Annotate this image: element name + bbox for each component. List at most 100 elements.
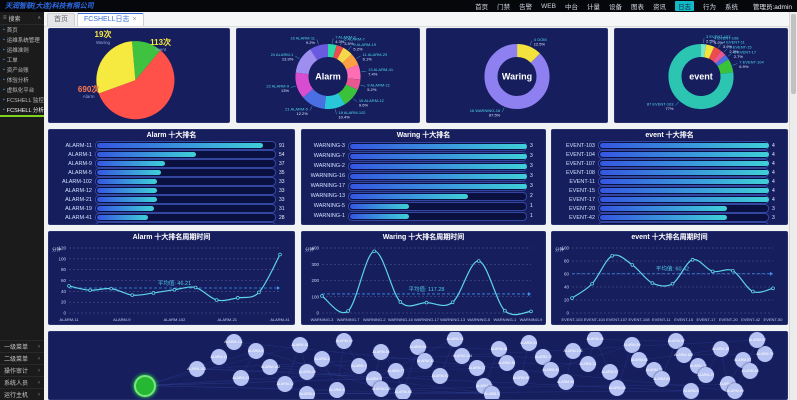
sidebar-item-3[interactable]: ▪ 运维准则: [0, 45, 44, 55]
graph-node[interactable]: ALARM-56: [373, 344, 390, 361]
sidebar-item-6[interactable]: ▪ 体验分析: [0, 75, 44, 85]
topbar: 天润智联(大连)科技有限公司 首页 门禁 告警 WEB 中台 计量 设备 图表 资讯 日志 行为 系统…: [0, 0, 797, 12]
topnav-item-6[interactable]: 计量: [586, 4, 600, 11]
scrollbar-thumb[interactable]: [791, 14, 796, 94]
graph-root-node[interactable]: [133, 374, 156, 397]
graph-node[interactable]: ALARM-12: [277, 376, 294, 393]
hamburger-menu-icon[interactable]: ≡: [3, 15, 7, 21]
graph-node[interactable]: ALARM-1: [314, 350, 331, 367]
graph-node[interactable]: ALARM-2: [483, 385, 500, 399]
graph-node[interactable]: ALARM-11: [210, 349, 227, 366]
sidebar-item-5[interactable]: ▪ 资产台账: [0, 65, 44, 75]
sidebar-item-icon: ▪: [3, 67, 5, 73]
topnav-item-10[interactable]: 日志: [674, 1, 694, 11]
graph-node[interactable]: ALARM-99: [727, 382, 744, 399]
graph-node[interactable]: ALARM-45: [498, 354, 515, 371]
graph-node[interactable]: ALARM-6: [683, 382, 700, 399]
sidebar-search-label: 搜索: [8, 16, 21, 23]
graph-node[interactable]: ALARM-102: [261, 358, 280, 375]
graph-node[interactable]: ALARM-92: [432, 368, 449, 385]
graph-node[interactable]: ALARM-9: [247, 342, 264, 359]
svg-text:EVENT-42: EVENT-42: [741, 317, 761, 322]
graph-node[interactable]: ALARM-66: [631, 352, 648, 369]
topnav-item-9[interactable]: 资讯: [652, 4, 666, 11]
topnav-item-8[interactable]: 图表: [630, 4, 644, 11]
sidebar-item-9[interactable]: ▪ FCSHELL 分析: [0, 105, 44, 117]
graph-node[interactable]: ALARM-41: [291, 337, 308, 354]
graph-node[interactable]: ALARM-13: [579, 356, 596, 373]
bar-label: EVENT-17: [569, 196, 595, 203]
svg-text:ALARM-11: ALARM-11: [59, 317, 79, 322]
sidebar-bottom-item-3[interactable]: 操作审计 ›: [0, 364, 44, 376]
graph-node[interactable]: ALARM-38: [712, 341, 729, 358]
bar-track: [95, 159, 276, 168]
topnav-item-1[interactable]: 首页: [475, 4, 489, 11]
sidebar-item-1[interactable]: ▪ 首页: [0, 25, 44, 35]
tab-1[interactable]: 首页: [47, 13, 75, 26]
topnav-item-11[interactable]: 行为: [702, 4, 716, 11]
graph-node[interactable]: ALARM-27: [697, 366, 714, 383]
graph-node[interactable]: ALARM-29: [299, 364, 316, 381]
graph-node[interactable]: ALARM-21: [232, 369, 249, 386]
graph-node[interactable]: ALARM-111: [224, 334, 243, 351]
graph-node[interactable]: ALARM-5: [328, 381, 345, 398]
graph-node[interactable]: ALARM-87: [749, 332, 766, 349]
svg-text:16 ALARM-119.2%: 16 ALARM-11 9.2%: [290, 36, 315, 46]
bar-value: 3: [772, 224, 782, 225]
graph-node[interactable]: ALARM-19: [336, 332, 353, 349]
tab-close-icon[interactable]: ×: [132, 16, 137, 23]
graph-node[interactable]: ALARM-97: [668, 333, 685, 350]
tab-2[interactable]: FCSHELL日志 ×: [77, 13, 144, 26]
graph-node[interactable]: ALARM-15: [446, 332, 463, 347]
topnav-item-4[interactable]: WEB: [541, 2, 556, 10]
graph-node[interactable]: ALARM-104: [453, 348, 472, 365]
graph-node[interactable]: ALARM-61: [520, 334, 537, 351]
graph-node[interactable]: ALARM-26: [587, 332, 604, 348]
graph-node[interactable]: ALARM-7: [350, 357, 367, 374]
bar-fill: [97, 179, 158, 184]
panel-waring-donut: 4 OOM 12.5% 16 WARNING-16 87.5% Waring: [426, 28, 608, 123]
sidebar-bottom-item-1[interactable]: 一级菜单 ›: [0, 340, 44, 352]
sidebar-item-2[interactable]: ▪ 运维系统管理: [0, 35, 44, 45]
sidebar-bottom-item-4[interactable]: 系统人员 ›: [0, 376, 44, 388]
sidebar-bottom-item-5[interactable]: 运行主机 ›: [0, 388, 44, 400]
graph-node[interactable]: ALARM-108: [674, 346, 693, 363]
topnav-item-3[interactable]: 告警: [519, 4, 533, 11]
sidebar-item-4[interactable]: ▪ 工单: [0, 55, 44, 65]
graph-node[interactable]: ALARM-83: [653, 370, 670, 387]
scrollbar[interactable]: [789, 12, 797, 400]
graph-node[interactable]: ALARM-88: [395, 384, 412, 399]
topnav-item-12[interactable]: 系统: [724, 4, 738, 11]
graph-node[interactable]: ALARM-4: [299, 385, 316, 399]
graph-node[interactable]: ALARM-77: [387, 362, 404, 379]
bar-track: [95, 168, 276, 177]
svg-text:WARNING-3: WARNING-3: [311, 317, 335, 322]
chevron-up-icon[interactable]: ∧: [37, 15, 41, 21]
topnav-item-7[interactable]: 设备: [608, 4, 622, 11]
graph-node[interactable]: ALARM-118: [372, 380, 391, 397]
graph-node[interactable]: ALARM-31: [491, 341, 508, 358]
graph-node[interactable]: ALARM-95: [557, 373, 574, 390]
sidebar-item-8[interactable]: ▪ FCSHELL 监控: [0, 95, 44, 105]
graph-node[interactable]: ALARM-81: [542, 361, 559, 378]
bar-fill: [350, 183, 527, 189]
topnav-item-2[interactable]: 门禁: [497, 4, 511, 11]
graph-node[interactable]: ALARM-106: [563, 342, 583, 359]
graph-node[interactable]: ALARM-37: [601, 364, 618, 381]
topnav-item-5[interactable]: 中台: [564, 4, 578, 11]
graph-node[interactable]: ALARM-79: [756, 346, 773, 363]
admin-user-label[interactable]: 管理员:admin: [752, 4, 792, 11]
graph-node[interactable]: ALARM-17: [468, 360, 486, 377]
graph-node[interactable]: ALARM-48: [609, 380, 626, 397]
sidebar-bottom-item-2[interactable]: 二级菜单 ›: [0, 352, 44, 364]
sidebar-item-label: FCSHELL 监控: [6, 98, 44, 104]
graph-node[interactable]: ALARM-72: [535, 349, 552, 366]
graph-node[interactable]: ALARM-59: [623, 337, 641, 354]
graph-node[interactable]: ALARM-33: [417, 353, 434, 370]
graph-node[interactable]: ALARM-68: [742, 362, 759, 379]
sidebar-item-7[interactable]: ▪ 虚拟化平台: [0, 85, 44, 95]
graph-node[interactable]: ALARM-52: [513, 369, 530, 386]
graph-node[interactable]: ALARM-64: [409, 338, 427, 355]
sidebar-search[interactable]: ≡ 搜索 ∧: [0, 12, 44, 25]
graph-node[interactable]: ALARM-103: [187, 360, 206, 377]
